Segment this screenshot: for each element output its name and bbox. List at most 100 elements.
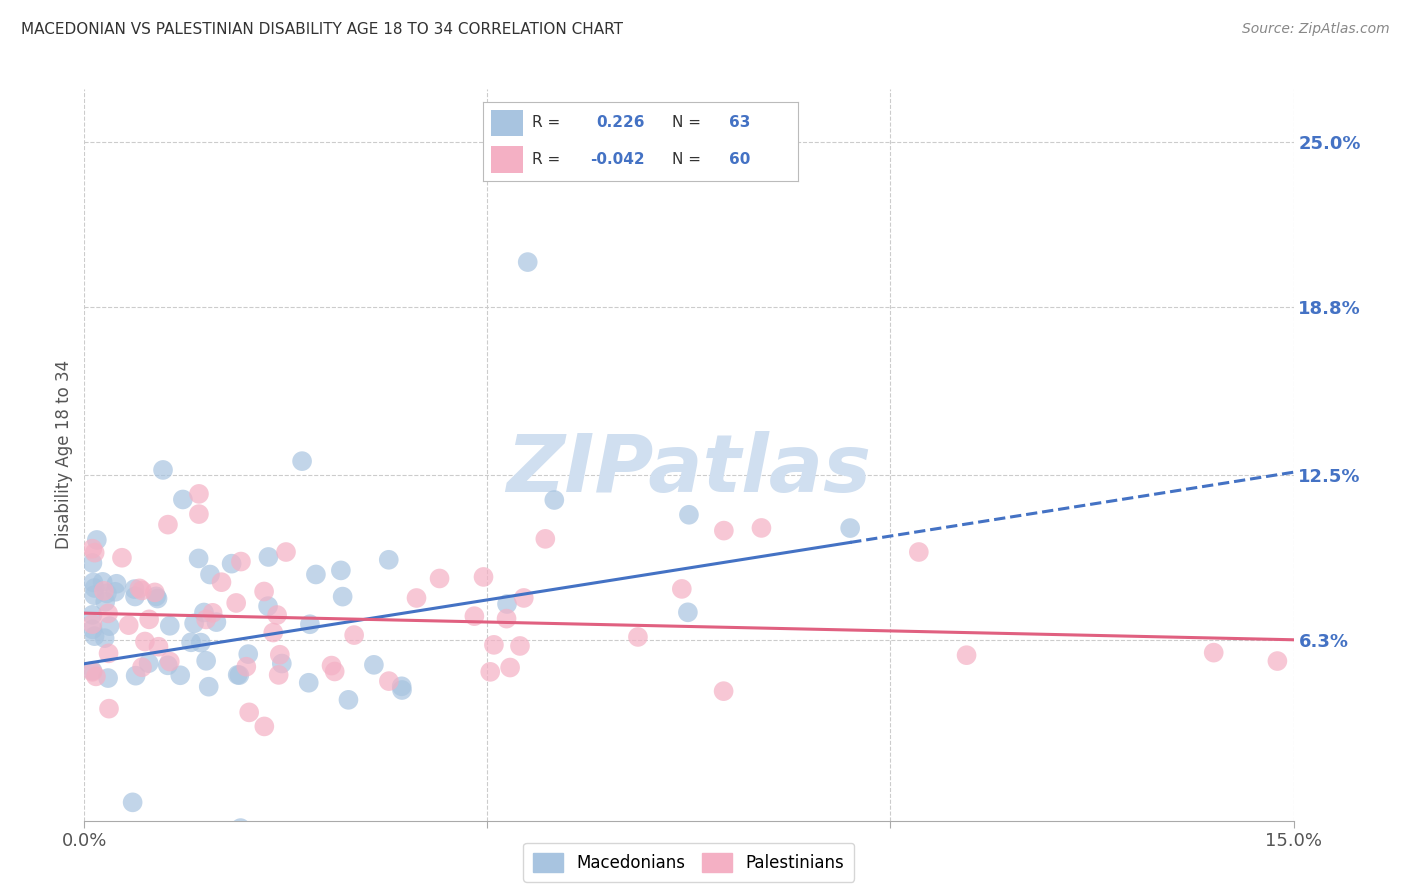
Point [253, 719, 276, 733]
Point [257, 599, 280, 614]
Point [391, 683, 413, 698]
Point [269, 648, 291, 662]
Text: ZIPatlas: ZIPatlas [506, 431, 872, 508]
Point [229, 821, 252, 835]
Point [82, 556, 104, 570]
Point [82, 665, 104, 679]
Point [627, 630, 650, 644]
Point [472, 570, 495, 584]
Point [94, 595, 117, 609]
Y-axis label: Disability Age 18 to 34: Disability Age 18 to 34 [55, 360, 73, 549]
Point [955, 648, 977, 663]
Point [391, 679, 413, 693]
Point [156, 658, 179, 673]
Point [83, 546, 105, 560]
Point [321, 658, 343, 673]
Point [124, 668, 146, 682]
Point [104, 584, 127, 599]
Point [98, 619, 121, 633]
Point [159, 655, 181, 669]
Point [159, 619, 181, 633]
Point [323, 665, 346, 679]
Point [188, 487, 211, 501]
Point [84, 669, 107, 683]
Point [221, 557, 243, 571]
Point [713, 684, 735, 698]
Point [211, 575, 233, 590]
Point [98, 701, 121, 715]
Point [238, 706, 260, 720]
Point [378, 553, 401, 567]
Point [93, 631, 115, 645]
Point [93, 583, 115, 598]
Point [148, 640, 170, 654]
Point [145, 590, 167, 604]
Point [671, 582, 693, 596]
Point [138, 656, 160, 670]
Point [205, 615, 228, 629]
Point [496, 597, 519, 611]
Point [495, 612, 517, 626]
Point [180, 635, 202, 649]
Point [198, 567, 221, 582]
Point [267, 668, 290, 682]
Point [534, 532, 557, 546]
Point [195, 612, 218, 626]
Point [138, 612, 160, 626]
Point [152, 463, 174, 477]
Point [713, 524, 735, 538]
Point [378, 674, 401, 689]
Point [262, 625, 284, 640]
Point [509, 639, 531, 653]
Point [363, 657, 385, 672]
Point [226, 668, 249, 682]
Point [86, 533, 108, 547]
Point [111, 550, 134, 565]
Point [190, 635, 212, 649]
Point [83, 629, 105, 643]
Point [128, 582, 150, 596]
Point [257, 549, 280, 564]
Point [543, 493, 565, 508]
Point [274, 545, 297, 559]
Point [839, 521, 862, 535]
Point [676, 605, 699, 619]
Point [97, 671, 120, 685]
Point [337, 693, 360, 707]
Point [197, 680, 219, 694]
Point [82, 541, 104, 556]
Point [124, 590, 146, 604]
Point [479, 665, 502, 679]
Point [131, 660, 153, 674]
Point [172, 492, 194, 507]
Point [229, 555, 252, 569]
Point [121, 795, 143, 809]
Point [238, 647, 260, 661]
Point [516, 255, 538, 269]
Point [193, 606, 215, 620]
Point [298, 675, 321, 690]
Point [513, 591, 536, 605]
Point [266, 607, 288, 622]
Point [91, 574, 114, 589]
Point [96, 586, 118, 600]
Point [131, 583, 153, 598]
Point [908, 545, 931, 559]
Point [499, 660, 522, 674]
Point [463, 609, 485, 624]
Text: MACEDONIAN VS PALESTINIAN DISABILITY AGE 18 TO 34 CORRELATION CHART: MACEDONIAN VS PALESTINIAN DISABILITY AGE… [21, 22, 623, 37]
Point [305, 567, 328, 582]
Point [183, 616, 205, 631]
Point [187, 551, 209, 566]
Point [156, 517, 179, 532]
Point [97, 607, 120, 621]
Point [83, 588, 105, 602]
Point [298, 617, 321, 632]
Point [291, 454, 314, 468]
Point [332, 590, 354, 604]
Text: Source: ZipAtlas.com: Source: ZipAtlas.com [1241, 22, 1389, 37]
Point [134, 634, 156, 648]
Point [118, 618, 141, 632]
Point [343, 628, 366, 642]
Point [235, 659, 257, 673]
